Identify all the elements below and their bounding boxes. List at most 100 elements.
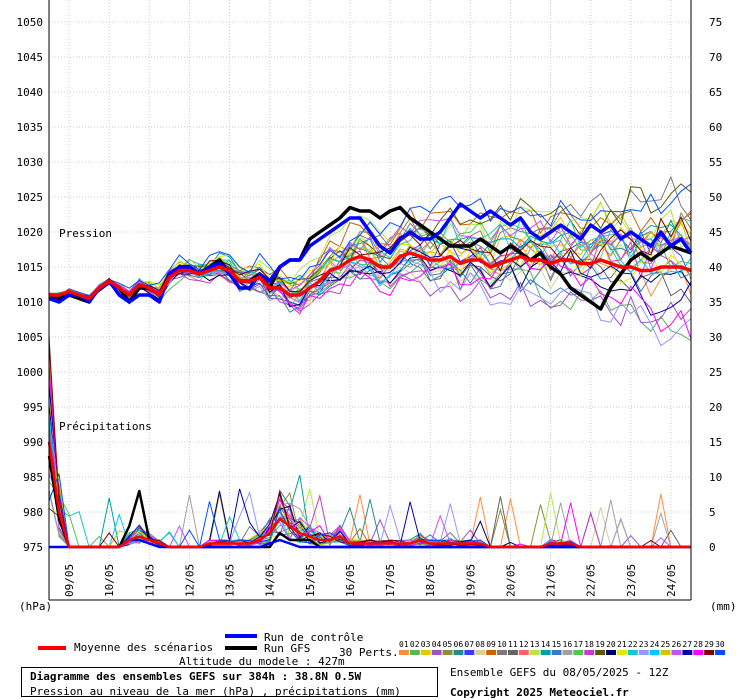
x-tick-label: 18/05 — [424, 564, 437, 597]
perturbation-30-swatch — [715, 650, 725, 655]
ensemble-chart: 1050104510401035103010251020101510101005… — [17, 0, 737, 655]
perturbation-23-swatch — [638, 650, 649, 655]
mean-precip-line — [47, 441, 691, 549]
perturbation-15-swatch — [551, 650, 562, 655]
x-tick-label: 16/05 — [344, 564, 357, 597]
perturbation-18-swatch — [584, 650, 595, 655]
right-tick-label: 55 — [709, 156, 722, 169]
perturbation-22-swatch — [627, 650, 638, 655]
legend-mean-label: Moyenne des scénarios — [74, 641, 213, 654]
perturbation-26-label: 26 — [672, 640, 682, 649]
perturbation-28-swatch — [693, 650, 704, 655]
x-tick-label: 10/05 — [103, 564, 116, 597]
perturbation-29-swatch — [704, 650, 715, 655]
right-tick-label: 65 — [709, 86, 722, 99]
perturbation-19-swatch — [595, 650, 606, 655]
left-tick-label: 975 — [23, 541, 43, 554]
perturbation-27-label: 27 — [682, 640, 692, 649]
perturbation-12-label: 12 — [519, 640, 529, 649]
left-tick-label: 1025 — [17, 191, 44, 204]
left-tick-label: 990 — [23, 436, 43, 449]
perturbation-06-swatch — [453, 650, 464, 655]
perturbation-24-swatch — [649, 650, 660, 655]
x-tick-label: 17/05 — [384, 564, 397, 597]
right-tick-label: 20 — [709, 401, 722, 414]
diagram-title: Diagramme des ensembles GEFS sur 384h : … — [30, 670, 362, 683]
perturbation-10-label: 10 — [497, 640, 507, 649]
info-box: Diagramme des ensembles GEFS sur 384h : … — [21, 667, 438, 698]
perturbation-09-swatch — [486, 650, 497, 655]
perturbation-08-label: 08 — [475, 640, 485, 649]
right-tick-label: 50 — [709, 191, 722, 204]
perturbation-29-label: 29 — [704, 640, 714, 649]
perturbation-01-swatch — [399, 650, 409, 655]
left-axis-ticks: 1050 1045 1040 1035 1030 1025 1020 1015 1010 1005… — [17, 16, 44, 554]
perturbation-09-label: 09 — [486, 640, 496, 649]
left-tick-label: 1005 — [17, 331, 44, 344]
perturbation-25-label: 25 — [661, 640, 671, 649]
left-tick-label: 1050 — [17, 16, 44, 29]
model-altitude: Altitude du modele : 427m — [179, 655, 345, 668]
left-tick-label: 1015 — [17, 261, 44, 274]
perturbation-04-label: 04 — [432, 640, 442, 649]
perturbation-legend: 01 02 03 04 05 06 07 08 09 10 11 12 13 14 15 16 17 18 19 20… — [399, 640, 725, 655]
diagram-subtitle: Pression au niveau de la mer (hPa) , pré… — [30, 685, 401, 698]
perturbation-20-swatch — [606, 650, 616, 655]
right-tick-label: 40 — [709, 261, 722, 274]
perturbation-08-swatch — [475, 650, 486, 655]
perturbation-23-label: 23 — [639, 640, 649, 649]
perturbation-11-label: 11 — [508, 640, 518, 649]
x-tick-label: 24/05 — [665, 564, 678, 597]
perturbation-27-pressure-line — [48, 243, 692, 316]
right-tick-label: 5 — [709, 506, 716, 519]
x-tick-label: 13/05 — [224, 564, 237, 597]
left-tick-label: 995 — [23, 401, 43, 414]
perturbation-14-swatch — [540, 650, 551, 655]
right-tick-label: 70 — [709, 51, 722, 64]
perturbation-21-swatch — [617, 650, 627, 655]
perturbation-03-label: 03 — [421, 640, 431, 649]
axes — [48, 0, 692, 601]
perturbation-17-label: 17 — [573, 640, 583, 649]
perturbation-02-label: 02 — [410, 640, 420, 649]
left-tick-label: 1030 — [17, 156, 44, 169]
ensemble-run-label: Ensemble GEFS du 08/05/2025 - 12Z — [450, 666, 669, 679]
perturbation-30-pressure-line — [48, 183, 692, 298]
legend: Moyenne des scénarios Run de contrôle Ru… — [38, 631, 725, 655]
right-tick-label: 35 — [709, 296, 722, 309]
perturbation-07-swatch — [464, 650, 475, 655]
perturbation-14-label: 14 — [541, 640, 551, 649]
right-axis-unit: (mm) — [710, 600, 737, 613]
left-tick-label: 1010 — [17, 296, 44, 309]
left-tick-label: 980 — [23, 506, 43, 519]
right-tick-label: 0 — [709, 541, 716, 554]
perturbation-21-label: 21 — [617, 640, 627, 649]
perturbation-28-label: 28 — [693, 640, 703, 649]
pressure-panel-label: Pression — [59, 227, 112, 240]
right-tick-label: 25 — [709, 366, 722, 379]
perturbation-02-swatch — [409, 650, 420, 655]
x-tick-label: 09/05 — [63, 564, 76, 597]
perturbation-01-label: 01 — [399, 640, 409, 649]
left-tick-label: 1045 — [17, 51, 44, 64]
control-pressure-line — [48, 202, 693, 304]
perturbation-26-swatch — [671, 650, 682, 655]
perturbation-18-label: 18 — [584, 640, 594, 649]
perturbation-04-swatch — [431, 650, 442, 655]
mean-pressure-line — [49, 251, 692, 301]
x-tick-label: 23/05 — [625, 564, 638, 597]
left-tick-label: 1040 — [17, 86, 44, 99]
perturbation-11-swatch — [508, 650, 518, 655]
x-tick-label: 19/05 — [464, 564, 477, 597]
perturbation-19-label: 19 — [595, 640, 605, 649]
perturbation-05-swatch — [442, 650, 453, 655]
perturbation-12-swatch — [518, 650, 529, 655]
perturbations-count-label: 30 Perts. — [339, 646, 399, 659]
x-tick-label: 14/05 — [264, 564, 277, 597]
perturbation-22-label: 22 — [628, 640, 638, 649]
right-tick-label: 15 — [709, 436, 722, 449]
x-axis-ticks: 09/05 10/05 11/05 12/05 13/05 14/05 15/05 16/05… — [63, 564, 678, 597]
right-tick-label: 10 — [709, 471, 722, 484]
perturbation-10-swatch — [497, 650, 507, 655]
